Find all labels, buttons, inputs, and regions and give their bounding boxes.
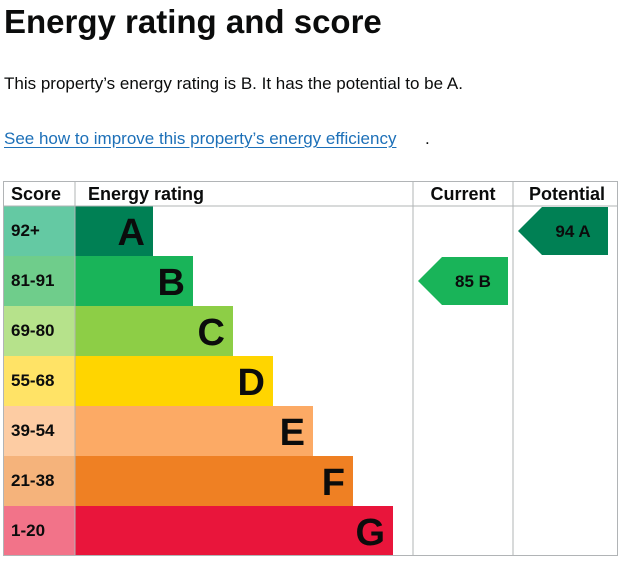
rating-bar-c bbox=[75, 306, 233, 356]
header-score: Score bbox=[11, 184, 61, 204]
header-energy-rating: Energy rating bbox=[88, 184, 204, 204]
score-range-f: 21-38 bbox=[11, 471, 54, 490]
rating-bar-e bbox=[75, 406, 313, 456]
score-cell-f bbox=[3, 456, 75, 506]
energy-rating-chart: Score Energy rating Current Potential 92+ A 81… bbox=[3, 181, 618, 556]
score-range-g: 1-20 bbox=[11, 521, 45, 540]
score-range-c: 69-80 bbox=[11, 321, 54, 340]
header-current: Current bbox=[430, 184, 495, 204]
score-range-b: 81-91 bbox=[11, 271, 54, 290]
rating-letter-f: F bbox=[322, 462, 345, 504]
current-rating-arrow bbox=[418, 257, 508, 305]
potential-rating-label: 94 A bbox=[555, 222, 590, 241]
rating-letter-c: C bbox=[198, 312, 225, 354]
improve-efficiency-link[interactable]: See how to improve this property’s energ… bbox=[4, 129, 397, 148]
score-cell-a bbox=[3, 206, 75, 256]
header-potential: Potential bbox=[529, 184, 605, 204]
score-cell-c bbox=[3, 306, 75, 356]
score-cell-e bbox=[3, 406, 75, 456]
link-suffix: . bbox=[425, 129, 430, 148]
rating-bar-d bbox=[75, 356, 273, 406]
score-range-a: 92+ bbox=[11, 221, 40, 240]
score-cell-g bbox=[3, 506, 75, 556]
rating-letter-e: E bbox=[280, 412, 305, 454]
potential-rating-arrow bbox=[518, 207, 608, 255]
current-rating-label: 85 B bbox=[455, 272, 491, 291]
score-cell-b bbox=[3, 256, 75, 306]
score-range-d: 55-68 bbox=[11, 371, 54, 390]
score-cell-d bbox=[3, 356, 75, 406]
page-title: Energy rating and score bbox=[4, 3, 382, 40]
rating-bar-b bbox=[75, 256, 193, 306]
rating-letter-a: A bbox=[118, 212, 145, 254]
rating-summary: This property’s energy rating is B. It h… bbox=[4, 74, 463, 93]
rating-letter-g: G bbox=[355, 512, 385, 554]
rating-bar-f bbox=[75, 456, 353, 506]
rating-bar-a bbox=[75, 206, 153, 256]
score-range-e: 39-54 bbox=[11, 421, 55, 440]
rating-letter-b: B bbox=[158, 262, 185, 304]
rating-letter-d: D bbox=[238, 362, 265, 404]
rating-bar-g bbox=[75, 506, 393, 556]
